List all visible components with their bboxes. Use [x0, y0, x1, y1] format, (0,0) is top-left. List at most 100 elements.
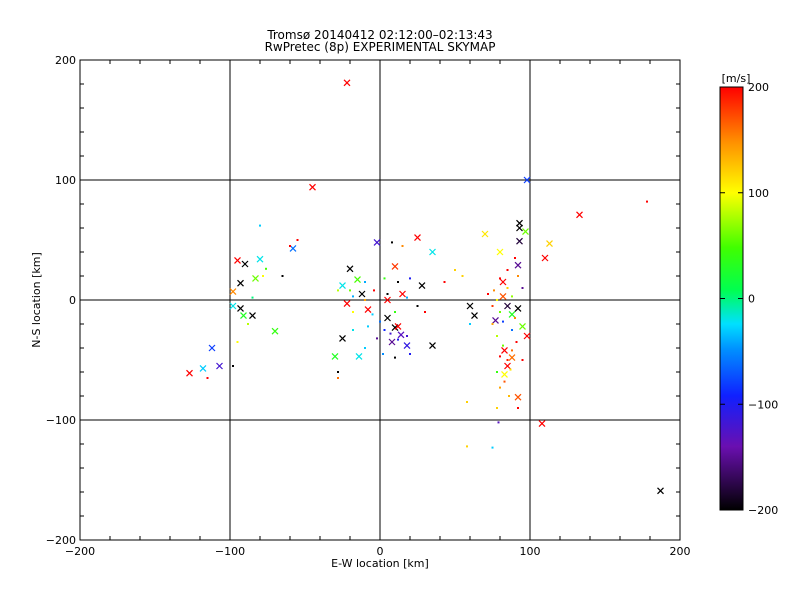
- vector-cross-marker: [496, 248, 504, 256]
- velocity-dot-marker: [493, 289, 495, 292]
- velocity-dot-marker: [367, 325, 369, 328]
- velocity-dot-marker: [391, 241, 393, 244]
- vector-cross-marker: [358, 290, 366, 298]
- velocity-dot-marker: [364, 347, 366, 349]
- velocity-dot-marker: [389, 332, 392, 335]
- velocity-dot-marker: [397, 338, 399, 341]
- velocity-dot-marker: [394, 356, 396, 359]
- vector-cross-marker: [388, 338, 396, 346]
- velocity-dot-marker: [517, 407, 519, 409]
- vector-cross-marker: [492, 316, 499, 324]
- vector-cross-marker: [364, 306, 372, 314]
- vector-cross-marker: [499, 278, 507, 286]
- chart-title: Tromsø 20140412 02:12:00–02:13:43: [266, 28, 492, 42]
- vector-cross-marker: [514, 261, 522, 269]
- velocity-dot-marker: [506, 359, 509, 361]
- vector-cross-marker: [343, 79, 351, 87]
- vector-cross-marker: [384, 314, 391, 322]
- velocity-dot-marker: [461, 275, 464, 277]
- vector-cross-marker: [355, 352, 363, 360]
- axis-ticks: −200 −100 0 100 200 −200 −100 0 100 200: [46, 54, 691, 558]
- velocity-dot-marker: [352, 295, 354, 298]
- y-tick-label: 0: [69, 294, 76, 307]
- vector-cross-marker: [208, 344, 216, 352]
- velocity-dot-marker: [454, 269, 456, 271]
- velocity-dot-marker: [503, 380, 506, 383]
- vector-cross-marker: [501, 346, 508, 354]
- colorbar-label: [m/s]: [722, 72, 751, 85]
- colorbar-tick-label: 100: [748, 187, 769, 200]
- velocity-dot-marker: [364, 299, 366, 301]
- vector-cross-marker: [504, 302, 511, 310]
- vector-cross-marker: [216, 362, 223, 370]
- velocity-dot-marker: [515, 341, 518, 343]
- velocity-dot-marker: [262, 275, 264, 277]
- data-points: [186, 79, 664, 495]
- vector-cross-marker: [240, 312, 247, 320]
- x-axis-label: E-W location [km]: [331, 557, 429, 570]
- velocity-dot-marker: [352, 329, 354, 331]
- vector-cross-marker: [516, 237, 523, 245]
- vector-cross-marker: [403, 342, 411, 350]
- velocity-dot-marker: [443, 281, 446, 283]
- x-tick-label: −100: [215, 545, 245, 558]
- velocity-dot-marker: [337, 289, 339, 292]
- vector-cross-marker: [657, 487, 664, 495]
- velocity-dot-marker: [406, 296, 408, 299]
- velocity-dot-marker: [499, 355, 501, 358]
- vector-cross-marker: [384, 296, 391, 304]
- vector-cross-marker: [394, 322, 402, 330]
- vector-cross-marker: [522, 228, 529, 236]
- vector-cross-marker: [546, 240, 553, 248]
- x-tick-label: 0: [377, 545, 384, 558]
- vector-cross-marker: [229, 302, 237, 310]
- vector-cross-marker: [331, 352, 339, 360]
- y-tick-label: 100: [55, 174, 76, 187]
- vector-cross-marker: [508, 354, 516, 362]
- velocity-dot-marker: [373, 289, 375, 292]
- velocity-dot-marker: [496, 299, 498, 301]
- x-tick-label: 200: [670, 545, 691, 558]
- velocity-dot-marker: [394, 311, 396, 313]
- velocity-dot-marker: [646, 200, 648, 203]
- vector-cross-marker: [397, 331, 405, 339]
- velocity-dot-marker: [497, 421, 500, 424]
- vector-cross-marker: [499, 292, 507, 300]
- colorbar-tick-label: −200: [748, 504, 778, 517]
- vector-cross-marker: [346, 265, 354, 273]
- velocity-dot-marker: [502, 344, 504, 347]
- velocity-dot-marker: [382, 353, 384, 355]
- vector-cross-marker: [399, 290, 406, 298]
- vector-cross-marker: [466, 302, 474, 310]
- velocity-dot-marker: [511, 349, 513, 352]
- colorbar-tick-label: 0: [748, 293, 755, 306]
- vector-cross-marker: [429, 342, 436, 350]
- vector-cross-marker: [414, 234, 421, 242]
- vector-cross-marker: [249, 312, 256, 320]
- chart-subtitle: RwPretec (8p) EXPERIMENTAL SKYMAP: [265, 40, 496, 54]
- velocity-dot-marker: [509, 368, 512, 371]
- vector-cross-marker: [471, 312, 478, 320]
- velocity-dot-marker: [491, 446, 494, 449]
- y-tick-label: −100: [46, 414, 76, 427]
- velocity-dot-marker: [206, 377, 209, 379]
- vector-cross-marker: [373, 238, 381, 246]
- velocity-dot-marker: [466, 401, 468, 403]
- vector-cross-marker: [339, 334, 346, 342]
- vector-cross-marker: [199, 364, 207, 372]
- vector-cross-marker: [429, 248, 436, 256]
- vector-cross-marker: [514, 304, 522, 312]
- colorbar-tick-label: −100: [748, 398, 778, 411]
- x-tick-label: −200: [65, 545, 95, 558]
- vector-cross-marker: [234, 256, 241, 264]
- velocity-dot-marker: [416, 305, 419, 307]
- velocity-dot-marker: [364, 281, 366, 283]
- velocity-dot-marker: [409, 353, 411, 355]
- y-tick-label: 200: [55, 54, 76, 67]
- vector-cross-marker: [541, 254, 549, 262]
- velocity-dot-marker: [236, 341, 239, 343]
- vector-cross-marker: [237, 304, 244, 312]
- velocity-dot-marker: [466, 445, 468, 448]
- vector-cross-marker: [504, 362, 511, 370]
- velocity-dot-marker: [511, 329, 513, 331]
